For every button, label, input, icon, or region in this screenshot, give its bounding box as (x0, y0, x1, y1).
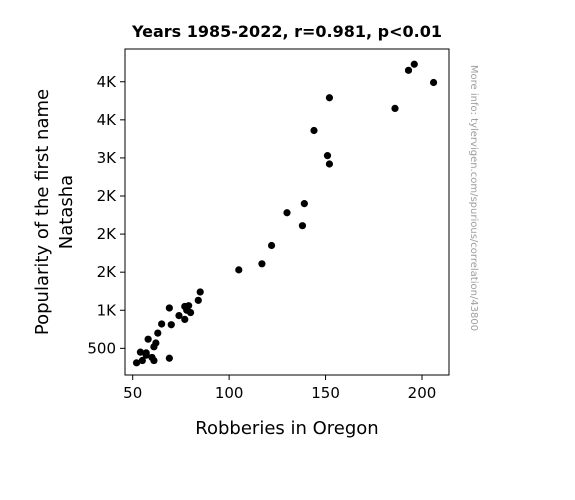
data-point (325, 94, 334, 102)
data-point (325, 160, 334, 168)
data-point (165, 354, 173, 362)
data-point (186, 308, 195, 317)
x-axis-title: Robberies in Oregon (195, 418, 378, 439)
data-point (158, 320, 166, 328)
x-tick-label: 100 (215, 384, 244, 402)
watermark-text: More info: tylervigen.com/spurious/corre… (468, 65, 479, 331)
data-point (300, 200, 308, 208)
data-point (235, 266, 243, 274)
x-tick-label: 50 (123, 384, 142, 402)
data-point (429, 78, 438, 87)
x-tick-label: 200 (408, 384, 437, 402)
data-point (283, 209, 291, 217)
y-tick-label: 2K (97, 263, 118, 281)
data-point (150, 356, 158, 365)
data-point (310, 126, 318, 135)
plot-area-frame (124, 48, 450, 376)
y-tick-label: 3K (97, 149, 118, 167)
data-point (410, 60, 418, 68)
data-point (165, 304, 173, 312)
data-point (132, 359, 141, 367)
y-axis: 500 1K 2K 2K 2K 3K 4K 4K (87, 73, 125, 357)
data-point (167, 321, 175, 329)
data-point (181, 315, 189, 323)
y-tick-label: 2K (97, 187, 118, 205)
data-point (142, 351, 150, 359)
y-axis-title-line2: Natasha (56, 175, 77, 249)
x-axis: 50 100 150 200 (123, 375, 436, 402)
y-tick-label: 1K (97, 301, 118, 319)
data-point (175, 311, 183, 320)
data-point (196, 288, 204, 296)
y-tick-label: 4K (97, 111, 118, 129)
data-point (258, 260, 266, 268)
x-tick-label: 150 (311, 384, 340, 402)
y-axis-title-line1: Popularity of the first name (32, 89, 53, 335)
data-point (267, 241, 276, 250)
data-point (136, 348, 145, 356)
data-point (194, 296, 202, 304)
chart-title: Years 1985-2022, r=0.981, p<0.01 (131, 22, 442, 41)
data-point (150, 343, 158, 351)
y-tick-label: 500 (87, 339, 116, 357)
data-point (323, 152, 332, 160)
y-tick-label: 2K (97, 225, 118, 243)
data-points (132, 60, 438, 367)
y-tick-label: 4K (97, 73, 118, 91)
data-point (154, 329, 162, 337)
data-point (144, 335, 152, 343)
data-point (404, 66, 413, 74)
data-point (391, 104, 399, 113)
data-point (138, 356, 146, 365)
data-point (298, 222, 307, 230)
